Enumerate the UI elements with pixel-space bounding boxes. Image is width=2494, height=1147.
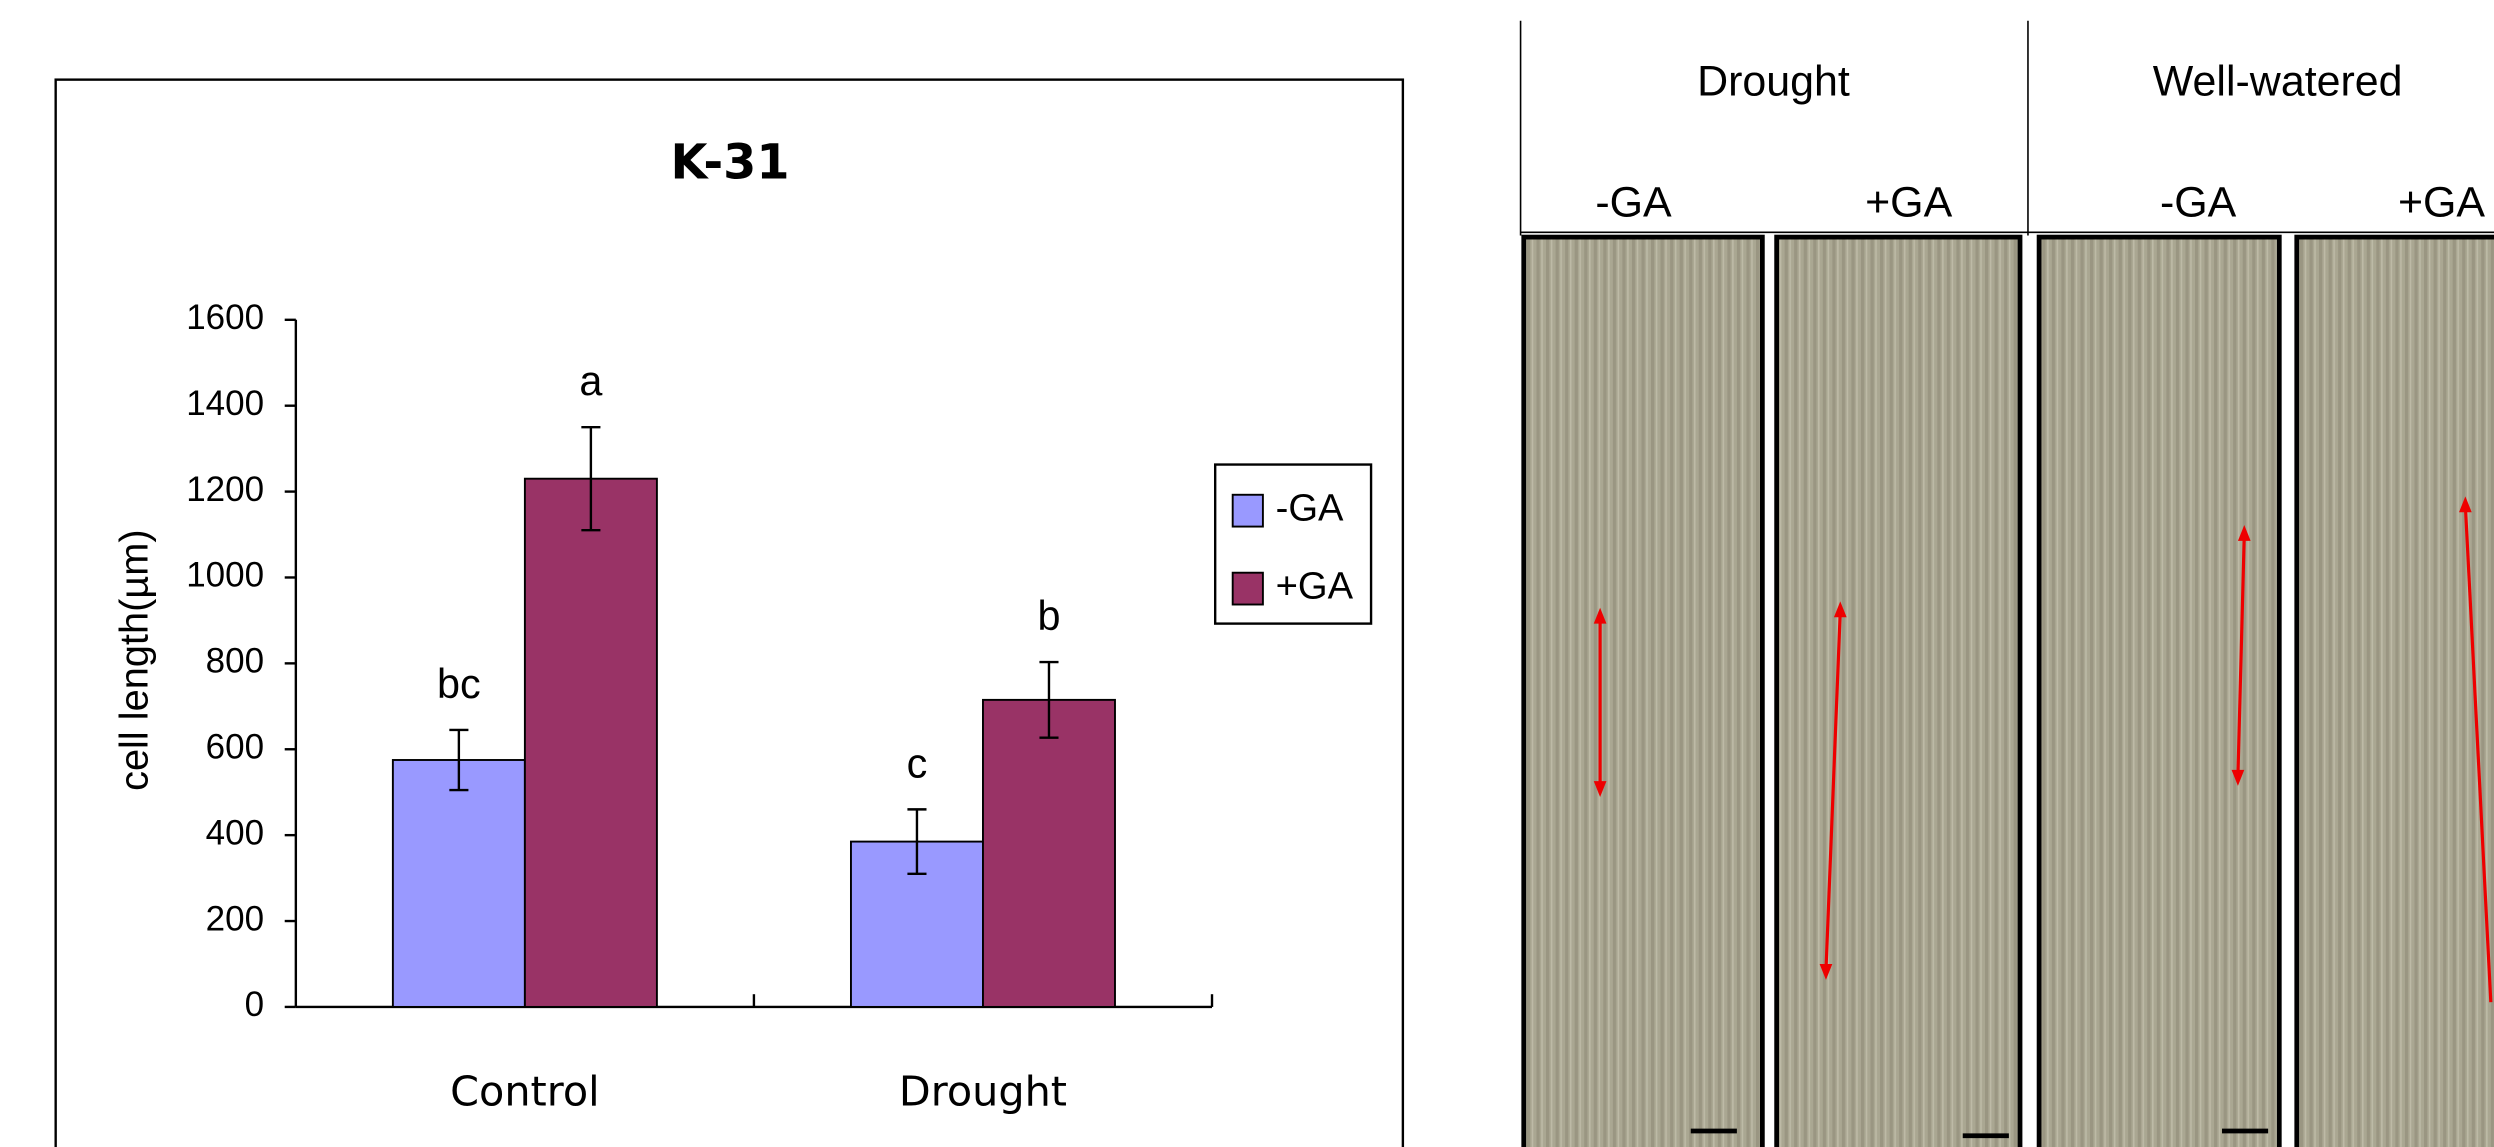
- significance-letter: a: [579, 358, 602, 404]
- x-tick-label: Drought: [899, 1067, 1067, 1115]
- group-label: Well-watered: [2153, 58, 2403, 106]
- y-tick-label: 800: [206, 642, 264, 681]
- group-label: Drought: [1697, 58, 1850, 106]
- micrograph: [2039, 237, 2279, 1147]
- significance-letter: b: [1037, 593, 1060, 639]
- chart-title: K-31: [671, 136, 790, 191]
- page: {"chart_data": {"type": "bar", "title": …: [0, 0, 2494, 1147]
- y-tick-label: 1000: [186, 556, 264, 595]
- legend-swatch: [1233, 495, 1263, 527]
- y-tick-label: 0: [245, 985, 264, 1024]
- micrograph: [1777, 237, 2020, 1147]
- x-tick-label: Control: [450, 1067, 599, 1115]
- y-tick-label: 400: [206, 813, 264, 852]
- bar: [983, 700, 1115, 1007]
- legend-label: +GA: [1276, 565, 1354, 608]
- column-label: +GA: [2398, 179, 2485, 227]
- y-tick-label: 200: [206, 899, 264, 938]
- y-axis-label: cell length(µm): [112, 529, 156, 790]
- significance-letter: bc: [437, 661, 481, 707]
- legend-swatch: [1233, 573, 1263, 605]
- micrograph: [2297, 237, 2494, 1147]
- bar: [393, 760, 525, 1007]
- micrograph: [1524, 237, 1763, 1147]
- y-tick-label: 600: [206, 728, 264, 767]
- micrographs: [1524, 237, 2494, 1147]
- column-label: -GA: [1595, 179, 1672, 227]
- column-label: -GA: [2160, 179, 2237, 227]
- legend-label: -GA: [1276, 487, 1344, 530]
- y-tick-label: 1400: [186, 384, 264, 423]
- y-tick-label: 1600: [186, 298, 264, 337]
- significance-letter: c: [907, 740, 928, 786]
- figure: K-31 cell length(µm) 0 200 400 600 800 1000 12…: [0, 0, 2494, 1147]
- y-tick-label: 1200: [186, 470, 264, 509]
- column-label: +GA: [1865, 179, 1952, 227]
- bar: [525, 479, 657, 1007]
